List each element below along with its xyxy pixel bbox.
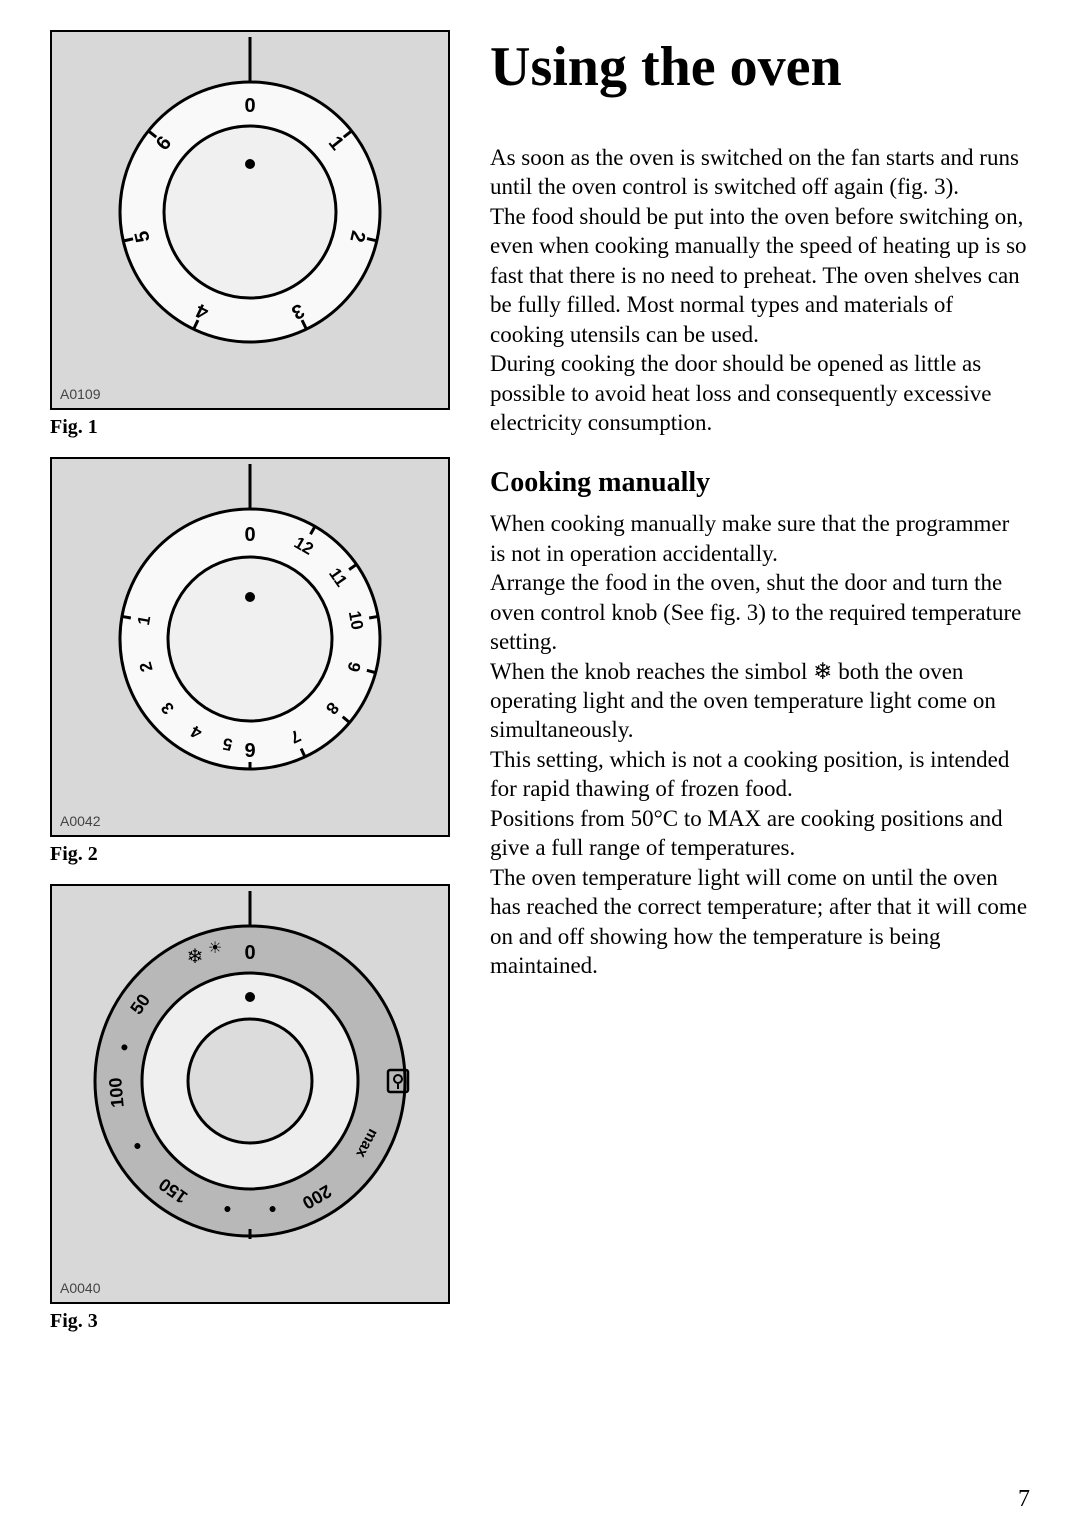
sun-icon: ☀ <box>208 940 222 957</box>
figure-code: A0109 <box>60 386 100 402</box>
dial-knob <box>164 126 336 298</box>
figure-1-caption: Fig. 1 <box>50 416 450 439</box>
dial-indicator-dot <box>245 159 255 169</box>
dial-label-0: 0 <box>244 942 255 964</box>
page-content: 0 1 2 3 4 5 6 A0109 <box>50 30 1030 1333</box>
snowflake-icon: ❄ <box>187 946 204 968</box>
figure-3-caption: Fig. 3 <box>50 1310 450 1333</box>
intro-paragraph: As soon as the oven is switched on the f… <box>490 143 1030 437</box>
dial-3-svg: 0 ❄ ☀ 50 100 150 200 max <box>60 886 440 1286</box>
figure-3: 0 ❄ ☀ 50 100 150 200 max <box>50 884 450 1304</box>
dial-knob <box>188 1019 312 1143</box>
page-title: Using the oven <box>490 35 1030 99</box>
svg-text:100: 100 <box>105 1077 128 1109</box>
page-number: 7 <box>1018 1486 1030 1513</box>
svg-text:10: 10 <box>345 610 367 632</box>
dial-1-svg: 0 1 2 3 4 5 6 <box>70 32 430 392</box>
dial-label: 0 <box>244 95 255 117</box>
figures-column: 0 1 2 3 4 5 6 A0109 <box>50 30 450 1333</box>
dial-indicator-dot <box>245 992 255 1002</box>
figure-code: A0040 <box>60 1280 100 1296</box>
dial-2-svg: 0 12 11 10 9 8 7 9 1 2 3 4 <box>70 459 430 819</box>
figure-2-caption: Fig. 2 <box>50 843 450 866</box>
figure-code: A0042 <box>60 813 100 829</box>
subheading: Cooking manually <box>490 467 1030 499</box>
figure-1: 0 1 2 3 4 5 6 A0109 <box>50 30 450 410</box>
dial-knob <box>168 557 332 721</box>
dial-indicator-dot <box>245 592 255 602</box>
cooking-paragraph: When cooking manually make sure that the… <box>490 509 1030 980</box>
dial-label-bottom: 9 <box>244 740 255 762</box>
figure-2: 0 12 11 10 9 8 7 9 1 2 3 4 <box>50 457 450 837</box>
dial-label-top: 0 <box>244 524 255 546</box>
text-column: Using the oven As soon as the oven is sw… <box>490 30 1030 1333</box>
